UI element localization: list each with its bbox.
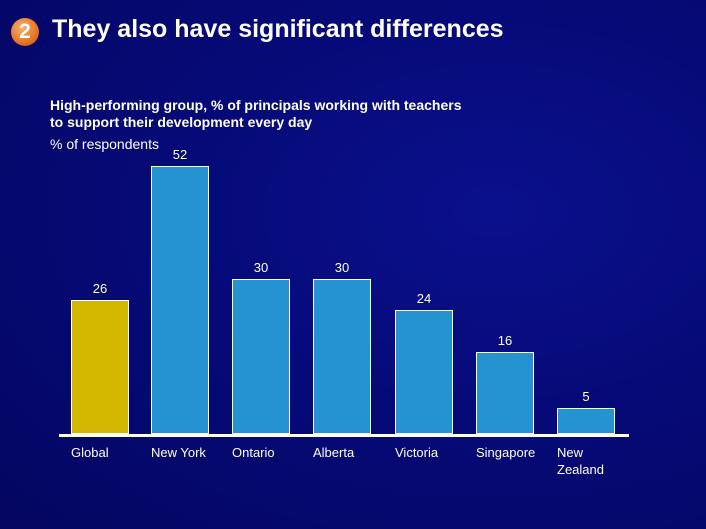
slide-title: They also have significant differences xyxy=(52,15,504,43)
bar-value-label: 30 xyxy=(334,260,350,275)
bar-alberta xyxy=(313,279,371,434)
bar-singapore xyxy=(476,352,534,434)
bar-value-label: 24 xyxy=(416,291,432,306)
x-axis-line xyxy=(59,434,629,437)
chart-subtitle-line-1: High-performing group, % of principals w… xyxy=(50,97,462,113)
bar-value-label: 52 xyxy=(172,147,188,162)
bar-value-label: 26 xyxy=(92,281,108,296)
bar-value-label: 5 xyxy=(582,389,590,404)
bar-value-label: 16 xyxy=(497,333,513,348)
x-axis-category-label: Alberta xyxy=(313,445,355,460)
chart-subtitle-line-2: to support their development every day xyxy=(50,114,313,130)
x-axis-category-label: Global xyxy=(71,445,109,460)
bar-victoria xyxy=(395,310,453,434)
chart-subtitle: High-performing group, % of principals w… xyxy=(50,97,570,131)
x-axis-category-label: Singapore xyxy=(476,445,536,460)
x-axis-category-label: New Zealand xyxy=(557,445,604,477)
bar-new-york xyxy=(151,166,209,434)
x-axis-category-label: New York xyxy=(151,445,206,460)
x-axis-category-label: Victoria xyxy=(395,445,439,460)
y-axis-unit-label: % of respondents xyxy=(50,136,159,152)
bar-global xyxy=(71,300,129,434)
bar-new-zealand xyxy=(557,408,615,434)
bar-ontario xyxy=(232,279,290,434)
step-number-badge: 2 xyxy=(11,18,39,46)
bar-value-label: 30 xyxy=(253,260,269,275)
x-axis-category-label: Ontario xyxy=(232,445,275,460)
